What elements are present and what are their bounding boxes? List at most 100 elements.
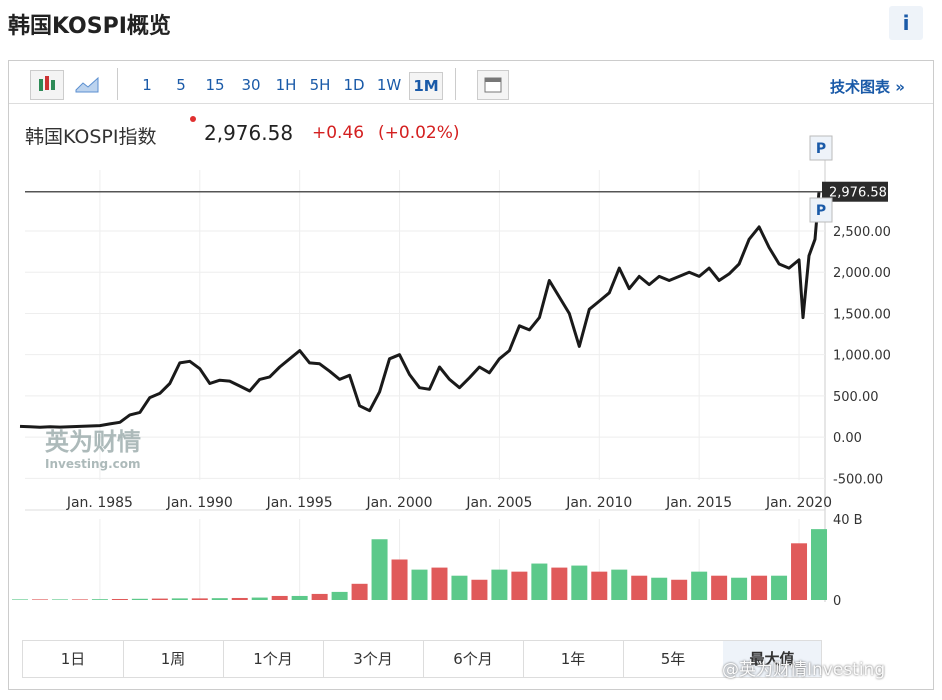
- p-marker: P: [816, 203, 826, 219]
- y-tick-label: -500.00: [833, 472, 883, 487]
- last-price-box: [822, 181, 888, 202]
- separator: [455, 68, 456, 100]
- volume-bar: [731, 577, 748, 600]
- calendar-icon: [484, 77, 502, 93]
- range-tab[interactable]: 1年: [523, 641, 624, 677]
- interval-button[interactable]: 5: [176, 76, 186, 94]
- volume-bar: [151, 598, 168, 600]
- volume-tick-label: 0: [833, 594, 841, 609]
- volume-bar: [711, 575, 728, 600]
- volume-bar: [391, 559, 408, 600]
- volume-bar: [431, 567, 448, 600]
- range-tab[interactable]: 3个月: [323, 641, 424, 677]
- y-tick-label: 1,500.00: [833, 307, 891, 322]
- y-tick-label: 2,500.00: [833, 225, 891, 240]
- volume-bar: [751, 575, 768, 600]
- volume-bar: [771, 575, 788, 600]
- range-tab[interactable]: 1周: [123, 641, 224, 677]
- volume-bar: [211, 598, 228, 600]
- volume-bar: [811, 529, 828, 600]
- toolbar-divider: [9, 103, 933, 104]
- interval-button[interactable]: 5H: [309, 76, 331, 94]
- x-tick-label: Jan. 2015: [665, 495, 732, 511]
- quote-change: +0.46: [312, 123, 365, 143]
- volume-bar: [131, 598, 148, 600]
- volume-bar: [12, 599, 29, 600]
- interval-button[interactable]: 1: [142, 76, 152, 94]
- interval-button[interactable]: 1D: [343, 76, 365, 94]
- watermark-cn: 英为财情: [45, 428, 141, 456]
- x-tick-label: Jan. 2010: [565, 495, 632, 511]
- volume-bar: [611, 569, 628, 600]
- volume-bar: [291, 595, 308, 600]
- volume-bar: [51, 599, 68, 600]
- volume-bar: [351, 583, 368, 600]
- interval-button[interactable]: 15: [205, 76, 225, 94]
- volume-bar: [791, 543, 808, 600]
- candle-icon: [39, 76, 55, 91]
- quote-name: 韩国KOSPI指数: [25, 126, 157, 148]
- volume-bar: [71, 599, 88, 600]
- volume-bar: [691, 571, 708, 600]
- y-tick-label: 1,000.00: [833, 349, 891, 364]
- credit-watermark: @英为财情Investing: [722, 660, 886, 680]
- watermark-en: Investing.com: [45, 457, 141, 471]
- volume-bar: [31, 599, 48, 600]
- interval-button[interactable]: 1W: [376, 76, 402, 94]
- quote-change-pct: (+0.02%): [378, 123, 460, 143]
- page-title: 韩国KOSPI概览: [8, 14, 171, 39]
- chart-frame: [8, 60, 934, 690]
- range-tab[interactable]: 5年: [623, 641, 724, 677]
- technical-chart-link[interactable]: 技术图表 »: [830, 78, 905, 96]
- quote-price: 2,976.58: [204, 121, 294, 145]
- x-tick-label: Jan. 1990: [166, 495, 233, 511]
- info-button[interactable]: i: [889, 6, 923, 40]
- y-tick-label: 0.00: [833, 431, 862, 446]
- volume-bar: [471, 579, 488, 600]
- range-tab[interactable]: 1个月: [223, 641, 324, 677]
- volume-bar: [631, 575, 648, 600]
- last-price-label: 2,976.58: [829, 186, 887, 201]
- volume-bar: [451, 575, 468, 600]
- p-marker-box: [809, 135, 833, 161]
- volume-bar: [591, 571, 608, 600]
- volume-bar: [91, 599, 108, 600]
- volume-bar: [491, 569, 508, 600]
- line-icon: [75, 76, 99, 93]
- y-tick-label: 2,000.00: [833, 266, 891, 281]
- x-tick-label: Jan. 2005: [465, 495, 532, 511]
- volume-bar: [371, 539, 388, 600]
- interval-button[interactable]: 1H: [275, 76, 297, 94]
- interval-button-active[interactable]: 1M: [409, 72, 443, 100]
- volume-bar: [251, 597, 268, 600]
- range-tab[interactable]: 6个月: [423, 641, 524, 677]
- volume-bar: [571, 565, 588, 600]
- x-tick-label: Jan. 2000: [365, 495, 432, 511]
- y-tick-label: 500.00: [833, 390, 879, 405]
- range-tab[interactable]: 1日: [23, 641, 124, 677]
- volume-bar: [311, 593, 328, 600]
- line-button[interactable]: [72, 70, 102, 98]
- interval-button[interactable]: 30: [241, 76, 261, 94]
- volume-bar: [111, 598, 128, 600]
- price-line: [19, 191, 821, 429]
- volume-bar: [171, 598, 188, 600]
- range-tab-active[interactable]: 最大值: [723, 641, 821, 677]
- volume-bar: [551, 567, 568, 600]
- p-marker: P: [816, 141, 826, 157]
- volume-bar: [651, 577, 668, 600]
- volume-bar: [331, 591, 348, 600]
- calendar-button[interactable]: [477, 70, 509, 100]
- volume-bar: [411, 569, 428, 600]
- live-dot: [190, 116, 196, 122]
- volume-bar: [511, 571, 528, 600]
- candle-button[interactable]: [30, 70, 64, 100]
- volume-bar: [231, 597, 248, 600]
- separator: [117, 68, 118, 100]
- x-tick-label: Jan. 1985: [66, 495, 133, 511]
- x-tick-label: Jan. 2020: [765, 495, 832, 511]
- p-marker-box: [809, 197, 833, 223]
- volume-tick-label: 40 B: [833, 513, 863, 528]
